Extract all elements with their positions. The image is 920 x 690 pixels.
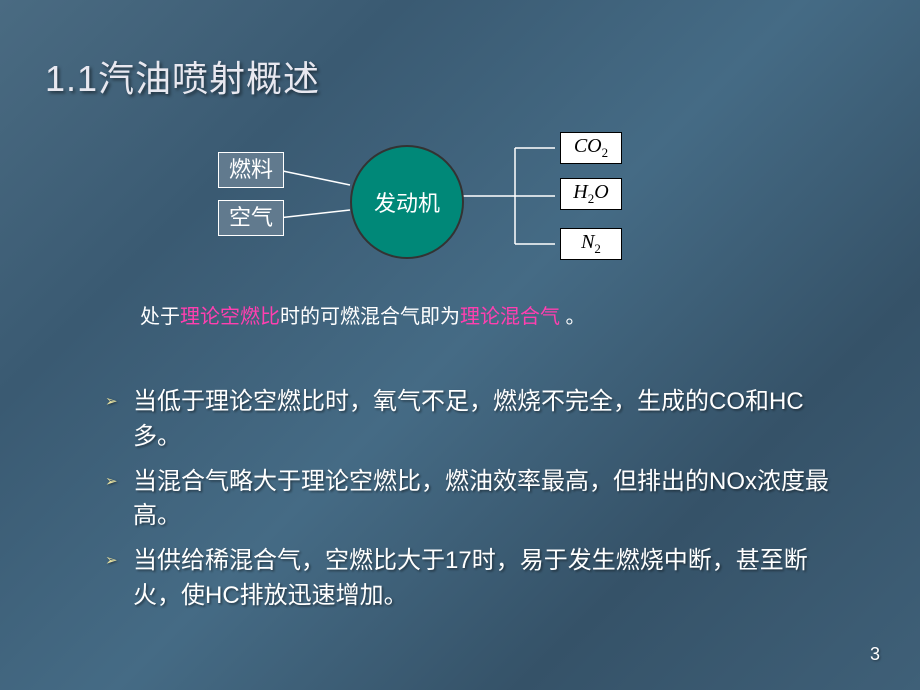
diagram-input-box: 燃料 <box>218 152 284 188</box>
caption-text: 处于理论空燃比时的可燃混合气即为理论混合气 。 <box>140 300 586 329</box>
bullet-marker-icon: ➢ <box>105 385 133 455</box>
diagram-input-box: 空气 <box>218 200 284 236</box>
bullet-list: ➢当低于理论空燃比时，氧气不足，燃烧不完全，生成的CO和HC多。➢当混合气略大于… <box>105 385 850 624</box>
caption-segment: 处于 <box>140 306 180 328</box>
list-item: ➢当混合气略大于理论空燃比，燃油效率最高，但排出的NOx浓度最高。 <box>105 465 850 535</box>
caption-segment: 时的可燃混合气即为 <box>280 306 460 328</box>
bullet-marker-icon: ➢ <box>105 465 133 535</box>
diagram-output-box: H2O <box>560 178 622 210</box>
list-item: ➢当低于理论空燃比时，氧气不足，燃烧不完全，生成的CO和HC多。 <box>105 385 850 455</box>
caption-highlight: 理论空燃比 <box>180 306 280 328</box>
engine-diagram: 燃料空气 发动机 CO2 H2O N2 <box>210 130 690 290</box>
bullet-text: 当混合气略大于理论空燃比，燃油效率最高，但排出的NOx浓度最高。 <box>133 465 850 535</box>
page-number: 3 <box>870 644 880 665</box>
engine-node: 发动机 <box>350 145 464 259</box>
caption-segment: 。 <box>560 306 586 328</box>
bullet-marker-icon: ➢ <box>105 544 133 614</box>
bullet-text: 当供给稀混合气，空燃比大于17时，易于发生燃烧中断，甚至断火，使HC排放迅速增加… <box>133 544 850 614</box>
caption-highlight: 理论混合气 <box>460 306 560 328</box>
bullet-text: 当低于理论空燃比时，氧气不足，燃烧不完全，生成的CO和HC多。 <box>133 385 850 455</box>
list-item: ➢当供给稀混合气，空燃比大于17时，易于发生燃烧中断，甚至断火，使HC排放迅速增… <box>105 544 850 614</box>
page-title: 1.1汽油喷射概述 <box>45 50 320 102</box>
diagram-output-box: N2 <box>560 228 622 260</box>
diagram-output-box: CO2 <box>560 132 622 164</box>
